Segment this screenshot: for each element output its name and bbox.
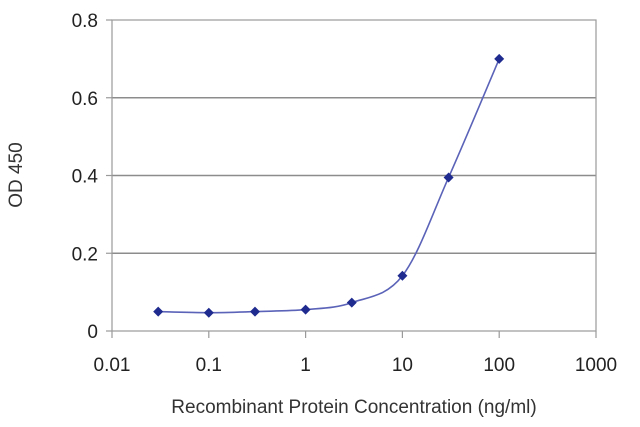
y-tick-label-2: 0.4 xyxy=(72,167,99,188)
data-point-2 xyxy=(249,306,260,317)
x-axis-ticks: 0.01 0.1 1 10 100 1000 xyxy=(94,331,617,376)
y-tick-label-1: 0.2 xyxy=(72,244,98,265)
data-point-4 xyxy=(346,297,357,308)
x-tick-label-3: 10 xyxy=(392,355,413,376)
y-tick-label-0: 0 xyxy=(87,322,98,343)
x-tick-label-2: 1 xyxy=(300,355,311,376)
data-point-5 xyxy=(397,270,408,281)
data-point-3 xyxy=(300,304,311,315)
y-axis-ticks: 0 0.2 0.4 0.6 0.8 xyxy=(72,11,112,343)
data-point-6 xyxy=(443,172,454,183)
x-tick-label-0: 0.01 xyxy=(94,355,131,376)
y-axis-title: OD 450 xyxy=(6,142,27,207)
data-point-7 xyxy=(494,53,505,64)
y-tick-label-3: 0.6 xyxy=(72,89,98,110)
x-tick-label-1: 0.1 xyxy=(196,355,222,376)
x-axis-title: Recombinant Protein Concentration (ng/ml… xyxy=(171,397,536,418)
data-point-0 xyxy=(153,306,164,317)
x-tick-label-5: 1000 xyxy=(575,355,617,376)
y-tick-label-4: 0.8 xyxy=(72,11,98,32)
data-point-1 xyxy=(203,307,214,318)
data-series xyxy=(153,53,505,318)
gridlines xyxy=(112,96,596,255)
x-tick-label-4: 100 xyxy=(483,355,515,376)
